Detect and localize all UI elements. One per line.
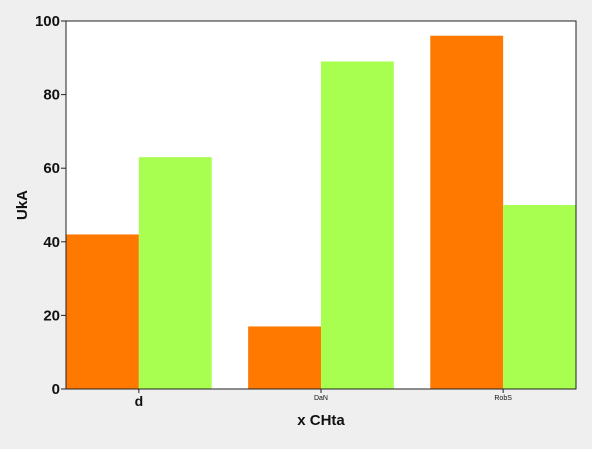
x-tick-label: d (135, 393, 144, 409)
y-axis-label: UkA (14, 190, 31, 220)
y-tick-label: 80 (43, 87, 60, 104)
y-tick-label: 0 (52, 381, 60, 398)
bar-DaN-series-2 (321, 61, 394, 389)
y-tick-label: 60 (43, 160, 60, 177)
y-tick-label: 100 (35, 13, 60, 30)
bar-DaN-series-1 (248, 326, 321, 389)
x-tick-label: DaN (314, 395, 328, 402)
bar-RobS-series-2 (503, 205, 576, 389)
x-axis-label: x CHta (297, 412, 345, 429)
y-tick-label: 20 (43, 307, 60, 324)
bar-d-series-2 (139, 157, 212, 389)
bar-RobS-series-1 (430, 36, 503, 389)
bar-d-series-1 (66, 234, 139, 389)
y-axis: 0 20 40 60 80 100 (35, 13, 66, 398)
x-axis: d DaN RobS (135, 389, 513, 409)
y-tick-label: 40 (43, 234, 60, 251)
x-tick-label: RobS (494, 395, 512, 402)
